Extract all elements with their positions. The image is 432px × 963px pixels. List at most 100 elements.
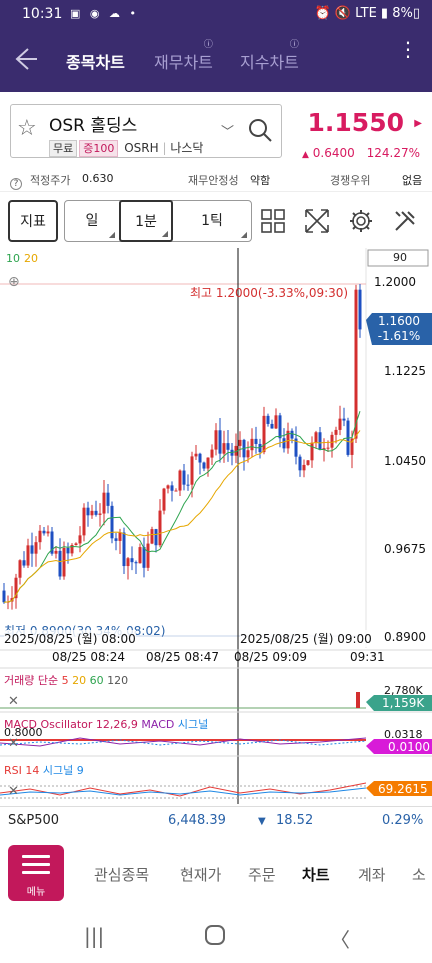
- app-header: 종목차트 재무차트 ⓘ 지수차트 ⓘ ⋮: [0, 30, 432, 92]
- candle-body: [290, 430, 294, 439]
- nav-account[interactable]: 계좌: [358, 866, 386, 884]
- nav-order[interactable]: 주문: [248, 866, 276, 884]
- candle-body: [254, 438, 258, 444]
- competitive-advantage-label: 경쟁우위: [330, 174, 371, 187]
- x-tick-3: 08/25 09:09: [234, 650, 307, 664]
- macd-legend: MACD Oscillator 12,26,9 MACD 시그널: [4, 716, 208, 732]
- candle-body: [270, 423, 274, 429]
- candle-body: [134, 562, 138, 564]
- candle-body: [114, 538, 118, 541]
- nav-more[interactable]: 소: [412, 866, 426, 884]
- macd-axis-left: 0.8000: [4, 726, 43, 739]
- recent-apps-icon[interactable]: |||: [84, 924, 105, 948]
- candle-body: [246, 450, 250, 458]
- period-tick-button[interactable]: 1틱 ◢: [201, 213, 247, 239]
- candle-body: [354, 289, 358, 439]
- bottom-navigation: 메뉴 관심종목 현재가 주문 차트 계좌 소: [0, 838, 432, 908]
- candle-body: [198, 453, 202, 463]
- macd-label: MACD: [141, 718, 175, 731]
- x-tick-1: 08/25 08:24: [52, 650, 125, 664]
- candle-body: [286, 430, 290, 449]
- rsi-legend: RSI 14 시그널 9: [4, 762, 84, 778]
- notification-icons: ▣ ◉ ☁ •: [70, 7, 139, 20]
- candle-body: [330, 434, 334, 448]
- macd-osc-label: MACD Oscillator 12,26,9: [4, 718, 138, 731]
- more-options-icon[interactable]: ⋮: [398, 37, 418, 61]
- search-icon[interactable]: [247, 117, 273, 143]
- nav-current-price[interactable]: 현재가: [180, 866, 222, 884]
- candle-body: [130, 558, 134, 563]
- info-badge-icon: ⓘ: [289, 40, 299, 50]
- financial-stability-value: 약함: [250, 174, 271, 187]
- candle-body: [78, 535, 82, 544]
- candle-body: [214, 430, 218, 450]
- period-tick-label: 1틱: [201, 213, 223, 229]
- candle-body: [194, 453, 198, 457]
- candle-body: [206, 457, 210, 469]
- system-status-icons: ⏰ 🔇 LTE ▮ 8%▯: [314, 6, 420, 21]
- chevron-down-icon[interactable]: ﹀: [221, 125, 235, 140]
- candle-body: [182, 470, 186, 485]
- close-rsi-icon[interactable]: ✕: [8, 784, 19, 799]
- candle-body: [302, 464, 306, 471]
- down-triangle-icon: ▼: [258, 816, 266, 827]
- back-arrow-icon[interactable]: [12, 46, 38, 72]
- stock-name: OSR 홀딩스: [49, 116, 138, 136]
- tools-icon[interactable]: [392, 208, 418, 234]
- candle-body: [178, 470, 182, 491]
- layout-grid-icon[interactable]: [260, 208, 286, 234]
- candle-body: [50, 531, 54, 554]
- price-chart[interactable]: 10 20 ⊕ 90 최고 1.2000(-3.33%,09:30) 최저 0.…: [0, 248, 432, 804]
- crosshair-date-right: 2025/08/25 (월) 09:00: [240, 630, 372, 647]
- price-change: ▲ 0.6400 124.27%: [302, 146, 420, 160]
- candle-body: [82, 507, 86, 536]
- index-ticker-row[interactable]: S&P500 6,448.39 ▼ 18.52 0.29%: [0, 806, 432, 834]
- nav-watchlist[interactable]: 관심종목: [94, 866, 150, 884]
- candle-body: [282, 438, 286, 449]
- period-minute-label: 1분: [135, 214, 157, 230]
- tab-financial-chart[interactable]: 재무차트 ⓘ: [154, 40, 213, 73]
- tab-stock-chart[interactable]: 종목차트: [66, 49, 125, 73]
- index-value: 6,448.39: [168, 813, 226, 828]
- free-tag: 무료: [49, 140, 78, 157]
- candle-body: [94, 510, 98, 515]
- candle-body: [46, 531, 50, 534]
- candle-body: [218, 430, 222, 454]
- candle-body: [90, 510, 94, 516]
- candlestick-series: [2, 284, 362, 610]
- candle-body: [310, 442, 314, 461]
- stock-selector[interactable]: ☆ OSR 홀딩스 무료 증100 OSRH | 나스닥 ﹀: [10, 104, 282, 158]
- financial-stability-label: 재무안정성: [188, 174, 239, 187]
- zoom-in-icon[interactable]: ⊕: [8, 274, 20, 290]
- info-badge-icon: ⓘ: [203, 40, 213, 50]
- candle-body: [306, 460, 310, 465]
- favorite-star-icon[interactable]: ☆: [17, 116, 37, 141]
- fullscreen-icon[interactable]: [304, 208, 330, 234]
- period-minute-button[interactable]: 1분 ◢: [119, 200, 173, 242]
- macd-value-marker: 0.0100: [388, 740, 430, 754]
- fair-value: 0.630: [82, 172, 114, 185]
- candle-body: [234, 445, 238, 456]
- price-input-box[interactable]: 90: [393, 251, 407, 264]
- menu-button[interactable]: 메뉴: [8, 845, 64, 901]
- current-price: 1.1550: [307, 108, 404, 137]
- gear-icon[interactable]: [348, 208, 374, 234]
- candle-body: [118, 532, 122, 541]
- period-day-button[interactable]: 일 ◢: [85, 213, 115, 239]
- status-time: 10:31: [22, 6, 63, 22]
- chart-canvas: [0, 248, 432, 804]
- nav-chart[interactable]: 차트: [302, 866, 330, 884]
- back-icon[interactable]: 〈: [330, 928, 350, 952]
- candle-body: [42, 530, 46, 534]
- candle-body: [142, 547, 146, 568]
- status-bar: 10:31 ▣ ◉ ☁ • ⏰ 🔇 LTE ▮ 8%▯: [0, 0, 432, 30]
- y-tick-1: 1.2000: [374, 275, 416, 289]
- indicator-button[interactable]: 지표: [8, 200, 58, 242]
- tab-index-chart[interactable]: 지수차트 ⓘ: [240, 40, 299, 73]
- home-icon[interactable]: [204, 924, 226, 951]
- candle-body: [174, 490, 178, 492]
- close-macd-icon[interactable]: ✕: [8, 736, 19, 751]
- system-navigation: ||| 〈: [0, 908, 432, 963]
- close-volume-icon[interactable]: ✕: [8, 694, 19, 709]
- change-value: 0.6400: [312, 146, 355, 160]
